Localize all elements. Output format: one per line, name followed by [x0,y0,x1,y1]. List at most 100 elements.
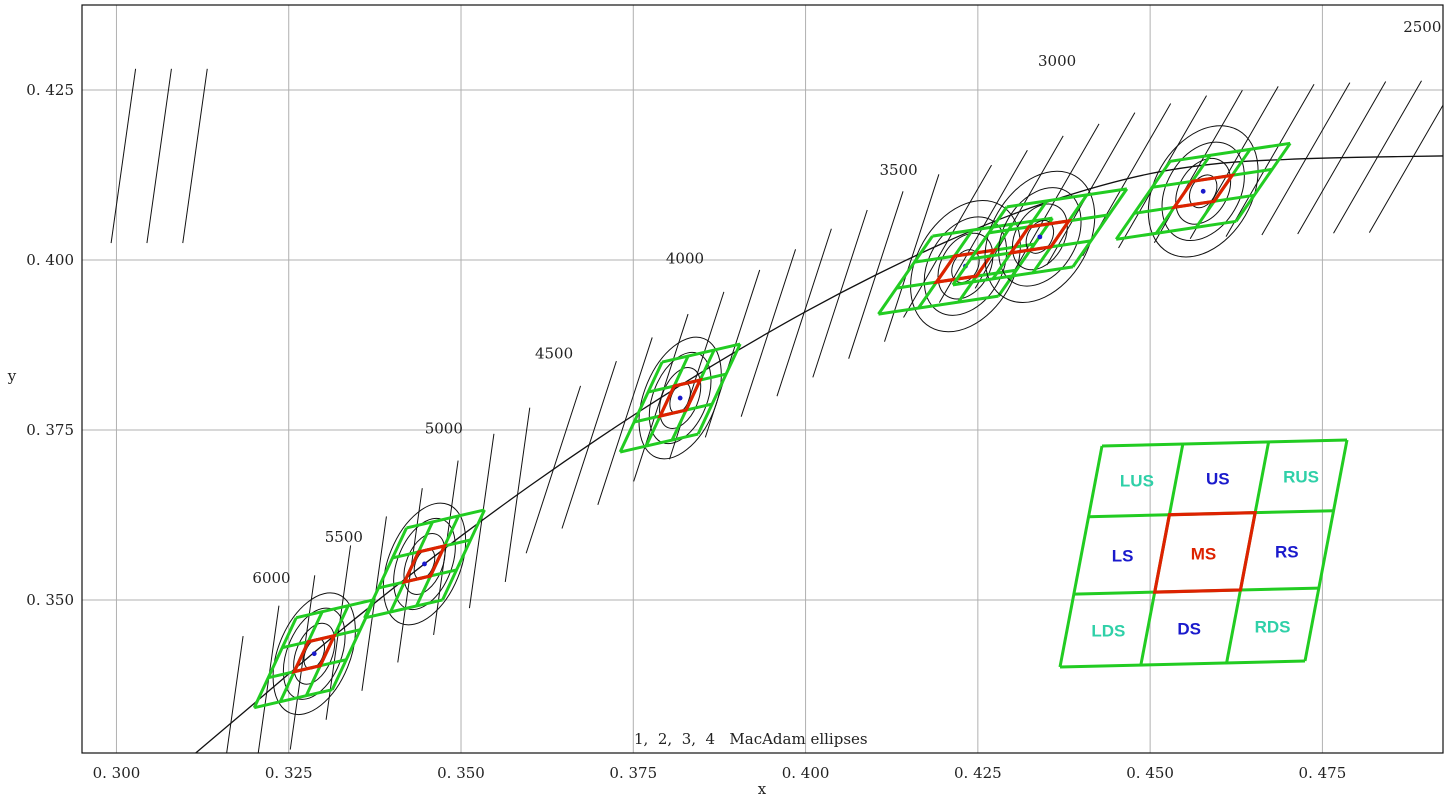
quadrangle-line [1114,160,1172,241]
legend-zone-label: MS [1191,545,1217,564]
macadam-ellipse [659,367,702,429]
legend-ms-box [1152,510,1258,594]
plot-area: 6000 5500 5000 4500 4000 3500 3000 2500 [110,18,1443,753]
quadrangle-line [295,598,375,620]
macadam-ellipse [923,216,1008,316]
isotemperature-line [468,433,495,609]
quadrangle-line [619,432,699,454]
cct-label: 5500 [325,528,363,546]
macadam-ellipse [403,533,446,595]
isotemperature-line [1225,83,1315,237]
cct-label: 3000 [1038,52,1076,70]
quadrangle-line [1071,188,1129,268]
caption: 1, 2, 3, 4 MacAdam ellipses [634,730,868,748]
quadrangle-line [618,361,664,453]
ellipse-center-dot [677,395,683,401]
isotemperature-line [361,516,387,691]
center-quadrangle [657,377,703,419]
ellipse-group [363,502,486,626]
macadam-ellipse [998,187,1082,287]
ellipse-group [1114,125,1292,258]
cct-label: 2500 [1403,18,1441,36]
cct-label: 4000 [666,249,704,267]
ellipse-center-dot [1200,188,1206,194]
center-quadrangle [1170,173,1236,210]
isotemperature-line [903,164,992,318]
quadrangle-line [696,343,742,435]
isotemperature-line [669,291,725,460]
cct-label: 6000 [252,569,290,587]
quadrangle-line [1006,187,1128,209]
isotemperature-line [776,228,832,397]
legend-zone-label: RS [1275,542,1299,561]
isotemperature-line [110,68,137,244]
isotemperature-line [182,68,208,244]
plot-frame [81,4,1444,754]
legend-zone-label: US [1206,469,1230,488]
y-tick-label: 0. 400 [26,251,74,269]
macadam-ellipse [910,199,1021,333]
y-tick-label: 0. 425 [26,81,74,99]
x-axis-title: x [758,780,767,798]
legend-zone-label: LUS [1120,471,1154,490]
quadrangle-line [877,235,934,315]
cct-label: 3500 [880,161,918,179]
tick-labels: 0. 300 0. 325 0. 350 0. 375 0. 400 0. 425 0. 4… [26,81,1346,782]
x-tick-label: 0. 350 [437,764,485,782]
isotemperature-line [938,149,1028,303]
quadrangle-line [406,508,485,530]
ellipse-group [618,336,742,460]
legend-grid-line [1303,439,1349,662]
quadrangle-line [252,617,298,709]
macadam-ellipse [272,592,356,716]
isotemperature-line [433,460,459,635]
isotemperature-line [1046,112,1136,266]
legend-zone-label: RDS [1255,618,1291,637]
isotemperature-line [561,360,617,529]
macadam-ellipse [382,502,467,626]
quadrangle-line [253,688,333,710]
isotemperature-line [257,605,280,753]
center-quadrangle [291,633,338,675]
macadam-ellipse [1147,125,1259,258]
isotemperature-line [525,385,582,554]
center-quadrangle [1007,218,1073,256]
y-tick-label: 0. 350 [26,591,74,609]
isotemperature-line [597,337,653,505]
quadrangle-line [364,598,443,620]
macadam-ellipse [1025,219,1055,254]
quadrangle-line [1115,219,1237,241]
macadam-ellipse [1188,174,1218,209]
isotemperature-line [226,636,244,753]
isotemperature-line [289,575,316,750]
legend-zone-label: LS [1112,546,1134,565]
isotemperature-line [848,191,904,359]
legend-zone-label: LDS [1091,622,1125,641]
ellipse-center-dot [422,561,427,567]
quadrangle-line [1169,141,1291,163]
ellipse-group [252,592,376,716]
isotemperature-line [1261,82,1351,236]
ellipse-center-dot [1037,234,1043,240]
isotemperature-line [397,488,423,663]
quadrangle-line [363,527,408,619]
cct-label: 5000 [425,419,463,437]
isotemperature-line [1333,80,1422,234]
y-tick-label: 0. 375 [26,421,74,439]
isotemperature-line [146,68,172,244]
planckian-locus [195,155,1443,753]
x-tick-label: 0. 425 [954,764,1002,782]
isotemperature-line [504,407,531,583]
macadam-ellipse [984,170,1096,304]
quadrangle-line [997,217,1054,297]
legend-grid-line [1058,445,1104,668]
isotemperature-line [1297,81,1387,235]
isotemperature-line [740,249,797,417]
x-tick-label: 0. 325 [265,764,313,782]
cct-label: 4500 [535,345,573,363]
macadam-ellipse [638,336,722,460]
macadam-ellipse [1161,141,1245,242]
quadrangle-line [1234,142,1292,223]
x-tick-label: 0. 475 [1299,764,1347,782]
x-tick-label: 0. 300 [93,764,141,782]
